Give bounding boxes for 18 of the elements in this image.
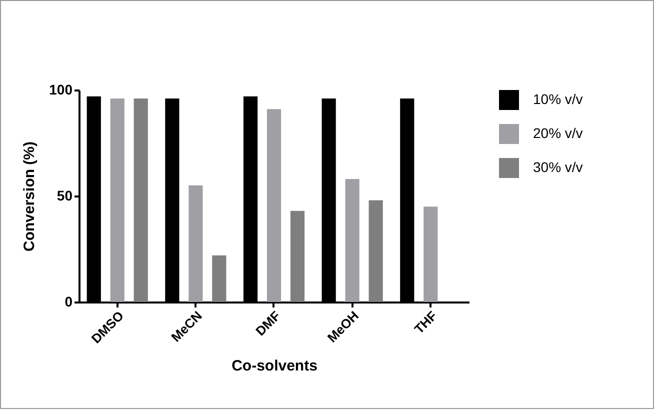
y-tick-label: 0 bbox=[64, 294, 73, 310]
legend-label: 20% v/v bbox=[533, 125, 583, 141]
bar bbox=[290, 210, 305, 302]
bar bbox=[212, 255, 226, 302]
y-tick-label: 50 bbox=[56, 188, 73, 204]
bar bbox=[368, 200, 383, 302]
bar bbox=[424, 206, 438, 302]
legend-label: 30% v/v bbox=[533, 159, 583, 175]
legend-label: 10% v/v bbox=[533, 91, 583, 107]
x-tick-label: THF bbox=[411, 308, 440, 337]
bar bbox=[345, 179, 360, 302]
bar bbox=[188, 185, 203, 302]
x-axis-title: Co-solvents bbox=[232, 357, 318, 374]
bar bbox=[134, 98, 148, 302]
bar bbox=[110, 98, 124, 302]
bar bbox=[266, 109, 282, 302]
y-tick-label: 100 bbox=[49, 82, 73, 98]
y-axis-title: Conversion (%) bbox=[21, 141, 38, 252]
